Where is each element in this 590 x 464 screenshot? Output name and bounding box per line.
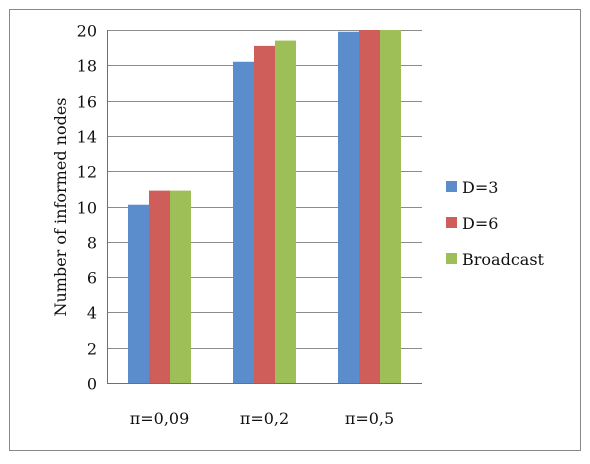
y-tick-label: 14 bbox=[77, 128, 97, 147]
y-tick-label: 18 bbox=[77, 57, 97, 76]
bars bbox=[128, 30, 401, 384]
bar-broadcast-1 bbox=[275, 40, 296, 384]
y-tick-label: 12 bbox=[77, 163, 97, 182]
bar-d-6-0 bbox=[149, 190, 170, 383]
bar-broadcast-2 bbox=[380, 30, 401, 383]
axes bbox=[107, 30, 422, 384]
bar-d-3-2 bbox=[338, 31, 359, 383]
legend-label: D=6 bbox=[462, 214, 498, 233]
y-tick-labels: 0 2 4 6 8 10 12 14 16 18 20 bbox=[77, 22, 97, 394]
legend: D=3 D=6 Broadcast bbox=[446, 178, 545, 269]
y-axis-label: Number of informed nodes bbox=[51, 97, 70, 316]
y-tick-label: 4 bbox=[87, 304, 97, 323]
bar-broadcast-0 bbox=[170, 190, 191, 383]
x-tick-labels: π=0,09 π=0,2 π=0,5 bbox=[130, 409, 394, 428]
legend-label: Broadcast bbox=[462, 250, 545, 269]
bar-d-3-0 bbox=[128, 204, 149, 383]
bar-d-6-2 bbox=[359, 30, 380, 383]
y-tick-label: 6 bbox=[87, 269, 97, 288]
legend-swatch bbox=[446, 217, 457, 228]
legend-swatch bbox=[446, 253, 457, 264]
y-tick-label: 20 bbox=[77, 22, 97, 41]
legend-label: D=3 bbox=[462, 178, 498, 197]
y-tick-label: 0 bbox=[87, 375, 97, 394]
x-tick-label: π=0,5 bbox=[345, 409, 394, 428]
y-tick-label: 16 bbox=[77, 93, 97, 112]
bar-d-6-1 bbox=[254, 45, 275, 383]
y-tick-label: 8 bbox=[87, 234, 97, 253]
y-tick-label: 2 bbox=[87, 340, 97, 359]
y-tick-label: 10 bbox=[77, 199, 97, 218]
bar-d-3-1 bbox=[233, 61, 254, 384]
legend-swatch bbox=[446, 181, 457, 192]
x-tick-label: π=0,2 bbox=[240, 409, 289, 428]
x-tick-label: π=0,09 bbox=[130, 409, 190, 428]
